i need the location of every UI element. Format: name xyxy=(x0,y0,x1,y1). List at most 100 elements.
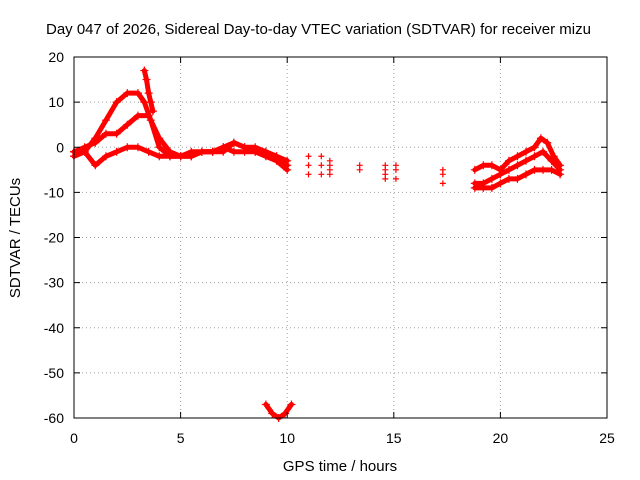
data-point xyxy=(487,161,496,170)
data-point xyxy=(287,400,296,409)
data-point xyxy=(539,147,548,156)
data-point xyxy=(123,89,132,98)
data-point xyxy=(496,170,505,179)
series-track-4 xyxy=(140,66,157,116)
y-axis-label: SDTVAR / TECUs xyxy=(7,178,24,298)
x-tick-label: 0 xyxy=(70,430,78,446)
y-tick-label: 20 xyxy=(48,49,64,65)
data-point xyxy=(133,89,142,98)
data-point xyxy=(521,170,530,179)
data-point xyxy=(556,170,565,179)
series-track-6 xyxy=(305,153,446,187)
series-track-5 xyxy=(261,400,296,422)
data-point xyxy=(283,165,292,174)
series-track-8 xyxy=(470,147,565,188)
axis-ticks: 0 5 10 15 20 25 -60 -50 -40 -30 -20 -10 0 10 20 xyxy=(44,49,615,446)
data-point xyxy=(144,111,153,120)
chart-title: Day 047 of 2026, Sidereal Day-to-day VTE… xyxy=(46,21,591,38)
data-point xyxy=(547,156,556,165)
data-point xyxy=(543,138,552,147)
y-tick-label: -50 xyxy=(44,365,64,381)
data-point xyxy=(318,171,325,178)
data-point xyxy=(155,143,164,152)
data-point xyxy=(326,171,333,178)
data-points xyxy=(70,66,565,422)
data-point xyxy=(261,152,270,161)
series-track-9 xyxy=(470,165,565,192)
series-track-3 xyxy=(70,143,292,174)
data-point xyxy=(112,98,121,107)
data-point xyxy=(148,107,157,116)
x-tick-label: 5 xyxy=(177,430,185,446)
data-point xyxy=(547,165,556,174)
data-point xyxy=(536,134,545,143)
data-point xyxy=(144,89,153,98)
data-point xyxy=(305,171,312,178)
data-point xyxy=(101,116,110,125)
data-point xyxy=(101,152,110,161)
data-point xyxy=(123,120,132,129)
data-point xyxy=(155,152,164,161)
data-point xyxy=(504,156,513,165)
data-point xyxy=(146,98,155,107)
data-point xyxy=(479,183,488,192)
y-tick-label: -10 xyxy=(44,184,64,200)
data-point xyxy=(142,75,151,84)
data-point xyxy=(133,111,142,120)
data-point xyxy=(240,147,249,156)
data-point xyxy=(530,152,539,161)
data-point xyxy=(268,409,277,418)
data-point xyxy=(487,174,496,183)
data-point xyxy=(439,180,446,187)
data-point xyxy=(513,152,522,161)
data-point xyxy=(356,166,363,173)
data-point xyxy=(513,174,522,183)
data-point xyxy=(496,179,505,188)
data-point xyxy=(80,147,89,156)
data-point xyxy=(382,175,389,182)
x-tick-label: 15 xyxy=(386,430,402,446)
y-tick-label: 10 xyxy=(48,94,64,110)
data-point xyxy=(187,147,196,156)
data-point xyxy=(133,143,142,152)
data-point xyxy=(123,143,132,152)
data-point xyxy=(487,183,496,192)
data-point xyxy=(549,152,558,161)
data-point xyxy=(521,156,530,165)
data-point xyxy=(197,147,206,156)
data-point xyxy=(305,162,312,169)
data-point xyxy=(479,161,488,170)
data-point xyxy=(229,147,238,156)
y-tick-label: -60 xyxy=(44,410,64,426)
data-point xyxy=(165,152,174,161)
data-point xyxy=(176,152,185,161)
series-track-7 xyxy=(470,134,565,174)
data-point xyxy=(219,143,228,152)
data-point xyxy=(91,138,100,147)
data-point xyxy=(112,147,121,156)
data-point xyxy=(272,156,281,165)
data-point xyxy=(101,129,110,138)
data-point xyxy=(513,161,522,170)
x-tick-label: 25 xyxy=(599,430,615,446)
y-tick-label: -40 xyxy=(44,320,64,336)
data-point xyxy=(112,129,121,138)
data-point xyxy=(539,165,548,174)
data-point xyxy=(530,143,539,152)
data-point xyxy=(208,147,217,156)
y-tick-label: 0 xyxy=(56,139,64,155)
data-point xyxy=(439,171,446,178)
data-point xyxy=(504,165,513,174)
data-point xyxy=(144,147,153,156)
data-point xyxy=(305,153,312,160)
x-axis-label: GPS time / hours xyxy=(283,458,397,475)
data-point xyxy=(91,161,100,170)
data-point xyxy=(470,183,479,192)
data-point xyxy=(155,134,164,143)
data-point xyxy=(530,165,539,174)
y-tick-label: -30 xyxy=(44,275,64,291)
data-point xyxy=(504,174,513,183)
data-point xyxy=(251,147,260,156)
data-point xyxy=(140,66,149,75)
